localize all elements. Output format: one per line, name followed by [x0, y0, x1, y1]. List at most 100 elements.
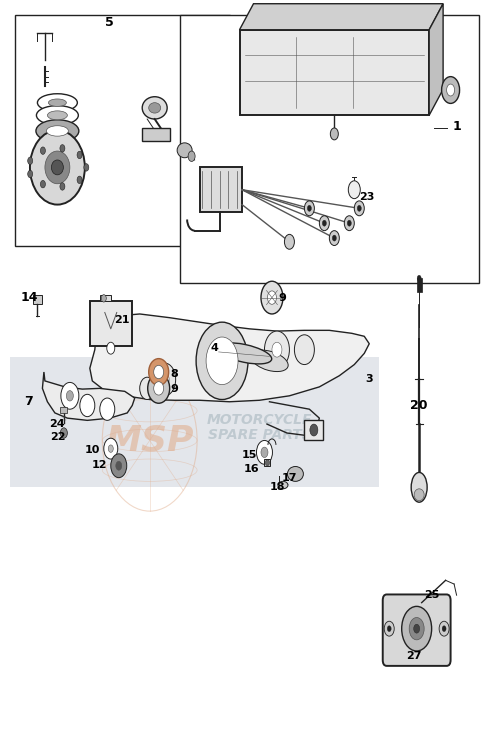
Text: 15: 15 [242, 450, 257, 461]
Circle shape [206, 337, 238, 385]
Text: 14: 14 [20, 291, 38, 304]
Circle shape [322, 220, 326, 226]
Ellipse shape [48, 99, 66, 106]
Circle shape [417, 275, 421, 281]
Polygon shape [240, 4, 443, 30]
Circle shape [40, 181, 45, 188]
Ellipse shape [45, 151, 70, 184]
Circle shape [319, 216, 329, 231]
Bar [417, 278, 422, 292]
Bar [100, 295, 111, 301]
Text: 27: 27 [406, 651, 422, 661]
Polygon shape [90, 314, 369, 402]
Circle shape [447, 84, 455, 96]
Ellipse shape [37, 94, 77, 112]
Ellipse shape [287, 466, 303, 481]
Ellipse shape [154, 382, 164, 395]
Circle shape [384, 621, 394, 636]
Circle shape [267, 291, 276, 304]
Ellipse shape [47, 111, 67, 120]
Ellipse shape [411, 472, 427, 502]
Circle shape [409, 618, 424, 640]
Circle shape [40, 147, 45, 154]
Circle shape [154, 363, 176, 396]
Text: 12: 12 [92, 460, 108, 470]
Text: 24: 24 [49, 419, 65, 429]
Circle shape [140, 377, 155, 400]
Ellipse shape [36, 120, 79, 142]
Circle shape [332, 235, 336, 241]
Bar [142, 128, 170, 141]
Text: 23: 23 [359, 192, 374, 202]
Circle shape [101, 295, 106, 302]
Text: 20: 20 [410, 399, 428, 412]
Circle shape [357, 205, 361, 211]
Ellipse shape [149, 103, 161, 113]
Circle shape [307, 205, 311, 211]
Circle shape [265, 460, 269, 466]
Circle shape [330, 128, 338, 140]
Circle shape [348, 181, 360, 199]
Ellipse shape [149, 359, 169, 385]
Circle shape [116, 461, 122, 470]
Ellipse shape [154, 365, 164, 379]
Circle shape [442, 77, 460, 103]
Circle shape [294, 335, 314, 365]
Ellipse shape [251, 350, 288, 371]
Text: 1: 1 [452, 120, 461, 133]
Ellipse shape [278, 481, 288, 489]
Circle shape [272, 342, 282, 357]
Bar [33, 295, 42, 304]
Text: 4: 4 [211, 343, 219, 353]
Circle shape [261, 281, 283, 314]
Circle shape [104, 438, 118, 459]
Text: 16: 16 [244, 464, 260, 474]
Text: 7: 7 [24, 395, 33, 408]
Ellipse shape [36, 106, 78, 125]
Bar [264, 459, 270, 466]
Text: 10: 10 [85, 445, 100, 455]
Polygon shape [429, 4, 443, 115]
Circle shape [310, 424, 318, 436]
Text: 8: 8 [171, 369, 179, 379]
Text: 17: 17 [281, 472, 297, 483]
Circle shape [60, 144, 65, 152]
Ellipse shape [30, 130, 85, 205]
Circle shape [284, 234, 294, 249]
Text: SPARE PARTS: SPARE PARTS [208, 429, 311, 442]
Ellipse shape [142, 97, 167, 119]
Circle shape [160, 373, 169, 386]
Ellipse shape [46, 126, 68, 136]
Circle shape [196, 322, 248, 400]
Bar [304, 420, 323, 440]
Circle shape [344, 216, 354, 231]
Text: MOTORCYCLE: MOTORCYCLE [207, 414, 312, 427]
Text: 21: 21 [114, 315, 130, 325]
Ellipse shape [177, 143, 192, 158]
Circle shape [61, 382, 79, 409]
Text: 9: 9 [278, 292, 286, 303]
Circle shape [414, 624, 420, 633]
Circle shape [329, 231, 339, 246]
Circle shape [188, 151, 195, 161]
Circle shape [60, 428, 67, 438]
Bar [240, 30, 429, 115]
Circle shape [60, 183, 65, 190]
Circle shape [27, 170, 32, 178]
Text: MSP: MSP [105, 423, 194, 458]
Bar [180, 15, 479, 283]
Circle shape [442, 626, 446, 632]
Circle shape [100, 398, 115, 420]
Circle shape [304, 201, 314, 216]
Ellipse shape [148, 373, 170, 403]
Circle shape [27, 157, 32, 164]
Bar [60, 407, 67, 413]
Text: 18: 18 [269, 482, 285, 493]
Circle shape [439, 621, 449, 636]
Circle shape [84, 164, 89, 171]
Ellipse shape [51, 160, 63, 175]
Circle shape [354, 201, 364, 216]
Circle shape [77, 151, 82, 158]
Ellipse shape [414, 489, 424, 501]
Circle shape [77, 176, 82, 184]
